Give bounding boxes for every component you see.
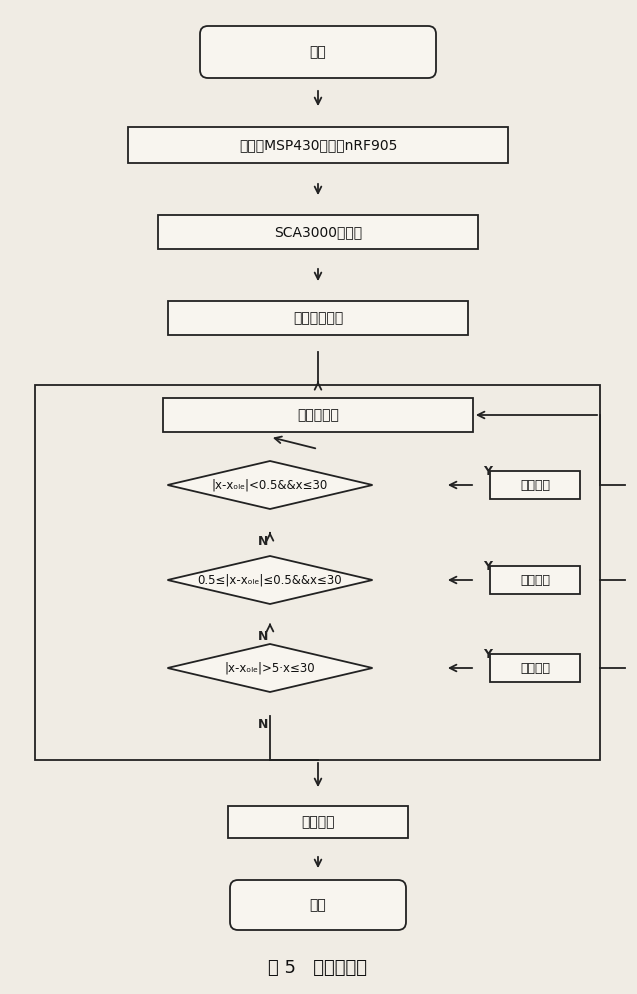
Text: 图 5   程序流程图: 图 5 程序流程图 — [269, 959, 368, 977]
Bar — [158, 215, 478, 249]
Text: |x-xₒₗₑ|>5·x≤30: |x-xₒₗₑ|>5·x≤30 — [225, 661, 315, 675]
Text: Y: Y — [483, 648, 492, 661]
Text: 初始化MSP430、配置nRF905: 初始化MSP430、配置nRF905 — [239, 138, 397, 152]
Bar — [128, 127, 508, 163]
Text: 进入状态: 进入状态 — [520, 574, 550, 586]
Bar — [168, 301, 468, 335]
Text: 读取数据: 读取数据 — [301, 815, 335, 829]
FancyBboxPatch shape — [200, 26, 436, 78]
Bar — [490, 654, 580, 682]
Text: 进入状态: 进入状态 — [520, 661, 550, 675]
Text: N: N — [258, 630, 268, 643]
Bar — [163, 398, 473, 432]
Text: Y: Y — [483, 560, 492, 573]
Bar — [490, 471, 580, 499]
Text: N: N — [258, 535, 268, 548]
Text: 结束: 结束 — [310, 898, 326, 912]
Text: N: N — [258, 718, 268, 731]
Bar — [228, 806, 408, 838]
Bar — [35, 385, 600, 760]
Text: 开始: 开始 — [310, 45, 326, 59]
Bar — [490, 566, 580, 594]
Polygon shape — [168, 644, 373, 692]
Text: 设置工作状态: 设置工作状态 — [293, 311, 343, 325]
Polygon shape — [168, 461, 373, 509]
Text: SCA3000初始化: SCA3000初始化 — [274, 225, 362, 239]
FancyBboxPatch shape — [230, 880, 406, 930]
Text: Y: Y — [483, 465, 492, 478]
Polygon shape — [168, 556, 373, 604]
Text: 0.5≤|x-xₒₗₑ|≤0.5&&x≤30: 0.5≤|x-xₒₗₑ|≤0.5&&x≤30 — [197, 574, 342, 586]
Text: |x-xₒₗₑ|<0.5&&x≤30: |x-xₒₗₑ|<0.5&&x≤30 — [212, 478, 328, 491]
Text: 进入状态: 进入状态 — [520, 478, 550, 491]
Text: 测量倾斜角: 测量倾斜角 — [297, 408, 339, 422]
